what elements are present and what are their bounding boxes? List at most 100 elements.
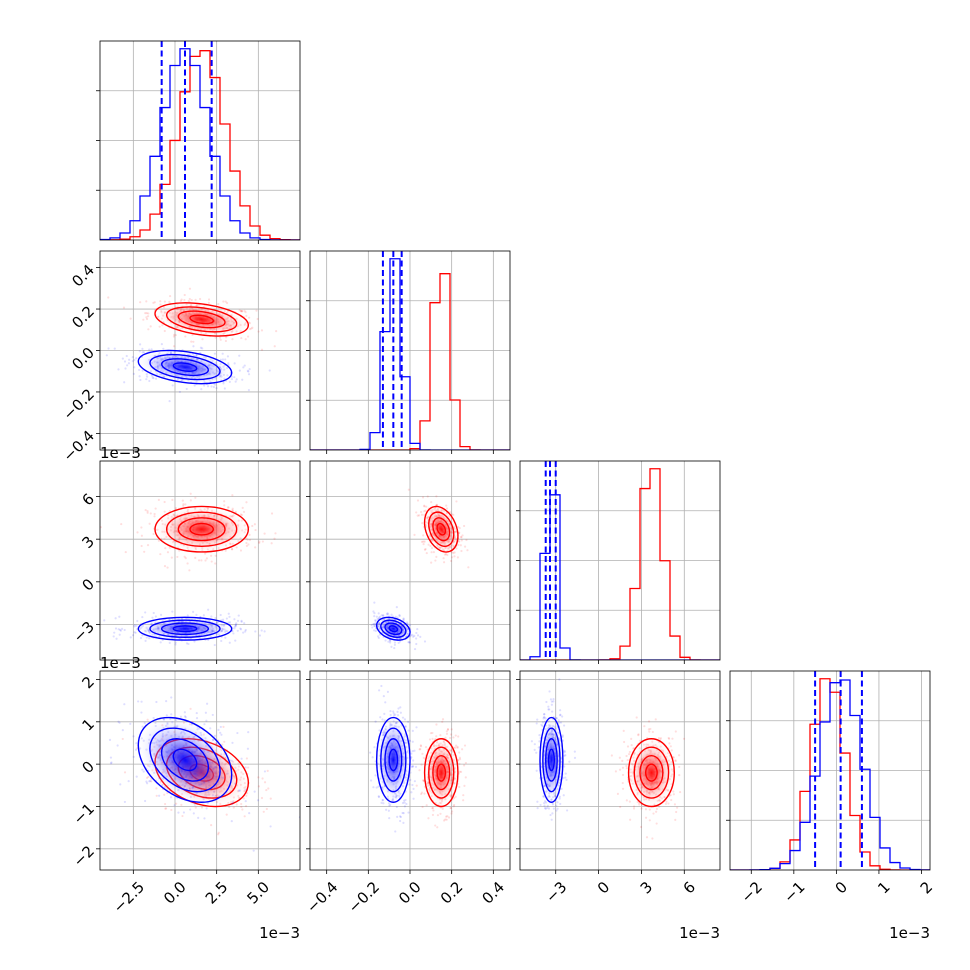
scatter-point (377, 795, 380, 798)
scatter-point (231, 338, 234, 341)
scatter-point (174, 333, 177, 337)
scatter-point (393, 646, 396, 650)
scatter-point (140, 526, 143, 529)
scatter-point (161, 324, 164, 327)
scatter-point (402, 619, 405, 622)
scatter-point (212, 385, 216, 389)
scatter-point (246, 335, 250, 338)
scatter-point (241, 310, 244, 313)
scatter-point (270, 542, 273, 545)
scatter-point (238, 354, 241, 357)
y-tick-label: −0.4 (60, 427, 98, 465)
scatter-point (457, 525, 460, 528)
scatter-point (429, 544, 432, 548)
scatter-point (678, 765, 681, 769)
x-tick-label: 0.0 (160, 878, 190, 908)
scatter-point (273, 537, 276, 540)
scatter-point (206, 385, 210, 388)
scatter-point (446, 553, 449, 557)
panel-frame (99, 460, 301, 661)
scatter-point (675, 810, 678, 814)
scatter-point (209, 727, 212, 730)
scatter-point (420, 540, 424, 543)
scatter-point (682, 737, 686, 740)
scatter-point (243, 622, 246, 625)
scatter-point (197, 559, 201, 562)
scatter-point (115, 637, 118, 640)
scatter-point (142, 351, 146, 354)
scatter-point (140, 711, 143, 714)
scatter-point (394, 615, 397, 618)
contour-level (432, 754, 451, 791)
scatter-point (679, 790, 682, 794)
scatter-point (655, 807, 659, 811)
scatter-point (258, 541, 261, 544)
scatter-point (244, 628, 247, 632)
scatter-point (430, 561, 433, 564)
scatter-point (388, 817, 391, 820)
scatter-point (120, 627, 124, 630)
scatter-point (232, 806, 235, 809)
scatter-point (203, 384, 206, 387)
scatter-point (226, 355, 230, 358)
scatter-point (265, 807, 268, 811)
scatter-point (410, 791, 413, 794)
scatter-point (392, 712, 395, 715)
contour-level (149, 619, 221, 638)
scatter-point (200, 559, 203, 562)
scatter-point (389, 641, 392, 644)
scatter-point (561, 715, 564, 718)
scatter-point (152, 611, 155, 615)
scatter-point (124, 550, 127, 554)
scatter-point (429, 732, 433, 735)
scatter-point (456, 745, 459, 749)
scatter-point (227, 506, 230, 509)
scatter-point (173, 333, 176, 336)
scatter-point (648, 819, 651, 822)
scatter-point (393, 643, 397, 646)
scatter-point (447, 816, 451, 819)
scatter-point (171, 610, 174, 613)
panel-3-1: −0.4 −0.2 0.0 0.2 0.4 (303, 670, 511, 917)
scatter-point (458, 751, 461, 754)
scatter-point (227, 362, 230, 365)
scatter-point (139, 378, 142, 382)
scatter-point (668, 742, 671, 745)
scatter-point (407, 641, 410, 644)
scatter-point (247, 388, 251, 392)
scatter-point (408, 641, 411, 644)
scatter-point (178, 390, 182, 394)
scatter-point (435, 723, 438, 726)
scatter-point (234, 625, 237, 628)
scatter-point (145, 378, 148, 381)
scatter-point (380, 614, 383, 617)
scatter-point (221, 358, 225, 361)
scatter-point (244, 630, 247, 633)
scatter-point (454, 795, 457, 798)
y-tick-label: 0 (79, 575, 98, 594)
scatter-point (164, 547, 167, 550)
scatter-point (439, 734, 442, 737)
scatter-point (213, 352, 216, 355)
scatter-point (388, 804, 391, 807)
scatter-point (184, 335, 187, 338)
contour-level (172, 748, 198, 772)
scatter-point (230, 820, 233, 823)
scatter-point (171, 498, 174, 501)
scatter-point (109, 762, 113, 765)
scatter-point (148, 637, 151, 640)
scatter-point (390, 613, 393, 616)
scatter-point (108, 738, 112, 741)
scatter-point (265, 788, 268, 792)
scatter-point (144, 611, 147, 614)
scatter-point (442, 557, 445, 560)
scatter-point (186, 562, 189, 565)
scatter-point (141, 615, 144, 619)
scatter-point (398, 640, 402, 643)
scatter-point (184, 716, 187, 719)
scatter-point (192, 345, 195, 348)
scatter-point (181, 499, 184, 502)
grid-lines (100, 251, 300, 450)
scatter-point (373, 612, 376, 615)
scatter-point (616, 792, 620, 795)
